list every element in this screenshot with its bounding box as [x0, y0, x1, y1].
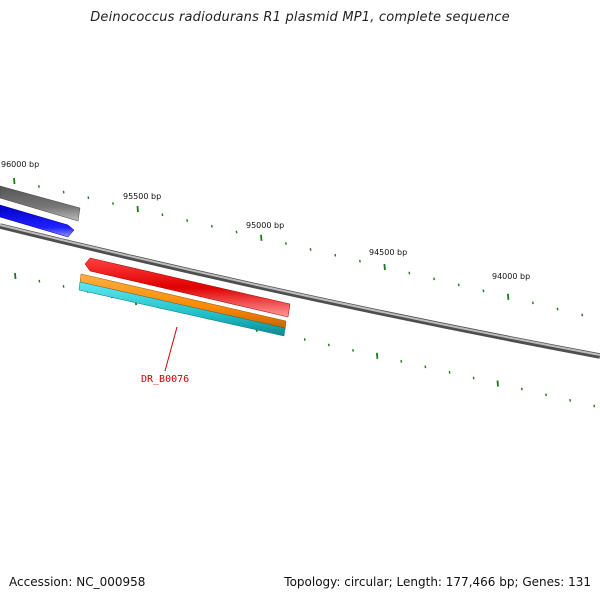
- ruler-minor-tick: [327, 343, 330, 347]
- ruler-minor-tick: [569, 398, 572, 402]
- ruler-minor-tick: [38, 279, 41, 283]
- ruler-label-94000: 94000 bp: [492, 272, 530, 281]
- ruler-label-96000: 96000 bp: [1, 160, 39, 169]
- ruler-major-tick: [383, 263, 386, 271]
- gene-dr-b0076[interactable]: [84, 257, 291, 318]
- map-title: Deinococcus radiodurans R1 plasmid MP1, …: [90, 10, 510, 25]
- gene-label-connector: [164, 326, 178, 372]
- ruler-minor-tick: [400, 359, 403, 363]
- ruler-minor-tick: [62, 284, 65, 288]
- ruler-major-tick: [260, 234, 263, 241]
- ruler-minor-tick: [112, 202, 114, 205]
- accession-text: Accession: NC_000958: [9, 575, 146, 589]
- ruler-minor-tick: [556, 307, 559, 311]
- gene-blue[interactable]: [0, 204, 75, 238]
- ruler-major-tick: [496, 380, 499, 387]
- ruler-label-95500: 95500 bp: [123, 192, 161, 201]
- gene-label-dr-b0076[interactable]: DR_B0076: [141, 374, 189, 385]
- gene-cyan[interactable]: [78, 281, 286, 337]
- ruler-minor-tick: [593, 404, 596, 408]
- ruler-minor-tick: [235, 230, 238, 234]
- ruler-label-95000: 95000 bp: [246, 221, 284, 230]
- gene-gray[interactable]: [0, 185, 81, 222]
- ruler-minor-tick: [285, 242, 287, 245]
- ruler-major-tick: [14, 272, 17, 280]
- ruler-minor-tick: [482, 289, 485, 293]
- ruler-major-tick: [376, 352, 379, 359]
- ruler-major-tick: [507, 293, 510, 300]
- ruler-ticks-outer: [13, 177, 584, 317]
- ruler-minor-tick: [359, 259, 361, 263]
- ruler-minor-tick: [161, 213, 164, 217]
- ruler-minor-tick: [545, 393, 547, 397]
- ruler-minor-tick: [334, 253, 337, 257]
- ruler-minor-tick: [520, 387, 523, 391]
- ruler-minor-tick: [87, 196, 90, 200]
- ruler-minor-tick: [352, 348, 354, 352]
- ruler-minor-tick: [303, 338, 306, 341]
- ruler-minor-tick: [472, 376, 475, 380]
- ruler-label-94500: 94500 bp: [369, 248, 407, 257]
- ruler-minor-tick: [38, 185, 40, 188]
- backbone: [0, 223, 600, 359]
- ruler-minor-tick: [309, 248, 312, 251]
- ruler-minor-tick: [62, 190, 65, 194]
- ruler-minor-tick: [581, 313, 584, 317]
- ruler-minor-tick: [448, 370, 451, 374]
- ruler-minor-tick: [531, 301, 534, 305]
- ruler-minor-tick: [210, 224, 213, 228]
- ruler-major-tick: [136, 206, 139, 213]
- summary-text: Topology: circular; Length: 177,466 bp; …: [284, 575, 591, 589]
- ruler-minor-tick: [433, 277, 435, 281]
- ruler-minor-tick: [186, 219, 189, 222]
- ruler-major-tick: [13, 177, 16, 185]
- ruler-minor-tick: [408, 271, 411, 275]
- ruler-minor-tick: [424, 365, 427, 369]
- ruler-minor-tick: [457, 283, 460, 287]
